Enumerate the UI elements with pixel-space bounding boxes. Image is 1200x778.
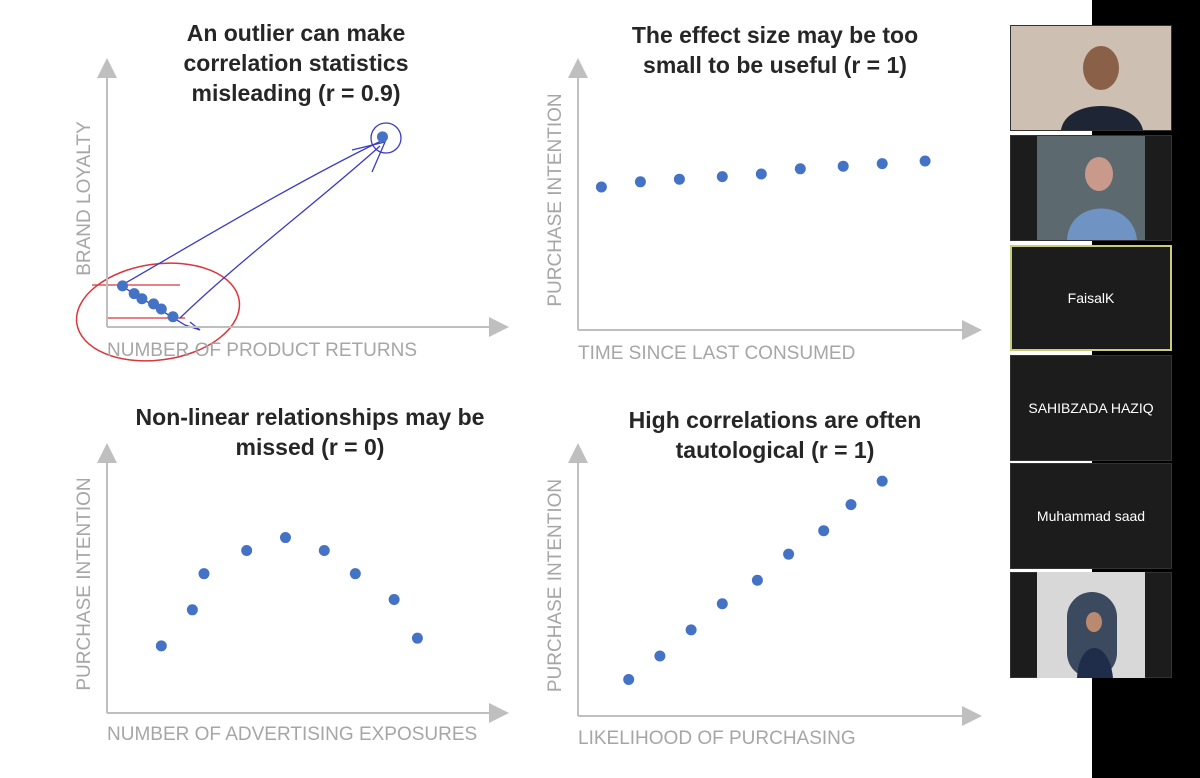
point (685, 624, 697, 636)
point (751, 574, 763, 586)
video (1037, 136, 1145, 240)
point (634, 176, 646, 188)
participant-tile[interactable]: FaisalK (1010, 245, 1172, 351)
point (148, 298, 160, 310)
point (136, 293, 148, 305)
chart-title: The effect size may be too small to be u… (631, 22, 919, 78)
point (376, 131, 388, 143)
point (716, 171, 728, 183)
point (794, 163, 806, 175)
point (595, 181, 607, 193)
point (155, 303, 167, 315)
point (241, 544, 253, 556)
participant-tile[interactable]: Muhammad saad (1010, 463, 1172, 569)
participant-name: SAHIBZADA HAZIQ (1028, 400, 1154, 416)
point (919, 155, 931, 167)
chart-title: High correlations are often tautological… (628, 407, 922, 463)
y-axis-label: PURCHASE INTENTION (545, 93, 566, 306)
y-axis-label: PURCHASE INTENTION (74, 477, 95, 690)
point (186, 604, 198, 616)
video (1011, 26, 1171, 130)
point (279, 532, 291, 544)
y-axis-label: PURCHASE INTENTION (545, 479, 566, 692)
point (411, 632, 423, 644)
x-axis-label: LIKELIHOOD OF PURCHASING (578, 728, 856, 749)
point (198, 568, 210, 580)
participant-name: FaisalK (1067, 290, 1115, 306)
x-axis-label: TIME SINCE LAST CONSUMED (578, 343, 856, 364)
x-axis-label: NUMBER OF ADVERTISING EXPOSURES (107, 724, 478, 745)
point (623, 673, 635, 685)
point (388, 593, 400, 605)
video (1037, 572, 1145, 678)
point (876, 475, 888, 487)
point (837, 160, 849, 172)
point (155, 640, 167, 652)
x-axis-label: NUMBER OF PRODUCT RETURNS (107, 340, 417, 361)
point (117, 280, 129, 292)
point (349, 568, 361, 580)
point (167, 311, 179, 323)
point (783, 548, 795, 560)
video-tile[interactable] (1010, 572, 1172, 678)
point (755, 168, 767, 180)
y-axis-label: BRAND LOYALTY (74, 121, 95, 276)
point (128, 288, 140, 300)
point (716, 598, 728, 610)
chart-title: An outlier can make correlation statisti… (183, 20, 409, 106)
point (876, 158, 888, 170)
annotation (75, 122, 402, 362)
participant-tile[interactable]: SAHIBZADA HAZIQ (1010, 355, 1172, 461)
point (318, 544, 330, 556)
point (845, 499, 857, 511)
point (673, 173, 685, 185)
chart-title: Non-linear relationships may be missed (… (135, 404, 485, 460)
participant-name: Muhammad saad (1036, 508, 1146, 524)
video-tile[interactable] (1010, 25, 1172, 131)
point (818, 525, 830, 537)
video-tile[interactable] (1010, 135, 1172, 241)
point (654, 650, 666, 662)
